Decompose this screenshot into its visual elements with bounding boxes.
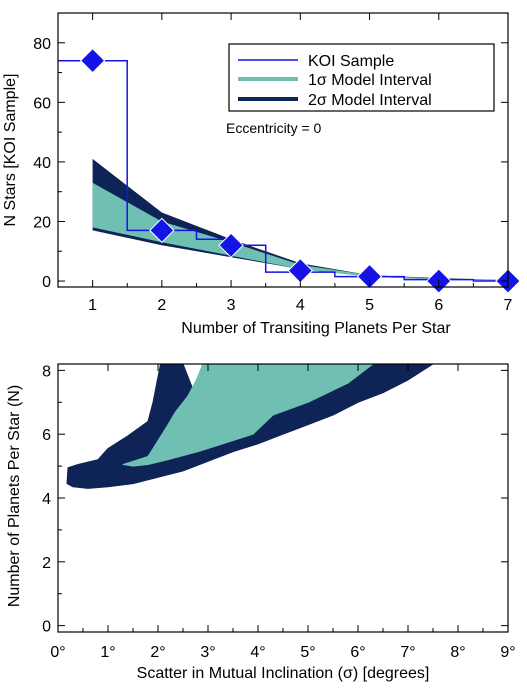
top-y-tick-label-0: 0 <box>42 274 51 291</box>
bottom-x-tick-label-6: 6° <box>350 644 365 661</box>
top-y-tick-label-80: 80 <box>33 36 51 53</box>
legend-koi-label: KOI Sample <box>308 53 394 70</box>
bottom-y-tick-label-6: 6 <box>42 427 51 444</box>
top-y-axis-label: N Stars [KOI Sample] <box>2 74 19 227</box>
top-x-tick-label-3: 3 <box>227 297 236 314</box>
top-legend: KOI Sample 1σ Model Interval 2σ Model In… <box>228 43 495 112</box>
top-x-tick-label-7: 7 <box>504 297 513 314</box>
legend-2sigma-label: 2σ Model Interval <box>308 92 432 109</box>
top-x-tick-label-6: 6 <box>434 297 443 314</box>
koi-marker-1 <box>79 47 106 74</box>
top-y-tick-label-60: 60 <box>33 95 51 112</box>
bottom-x-tick-label-3: 3° <box>200 644 215 661</box>
bottom-x-axis-label: Scatter in Mutual Inclination (σ) [degre… <box>137 665 430 682</box>
contour-1sigma <box>122 364 374 467</box>
bottom-x-tick-label-2: 2° <box>150 644 165 661</box>
legend-1sigma-label: 1σ Model Interval <box>308 72 432 89</box>
band-1sigma <box>92 182 508 281</box>
bottom-axis-ticks: 0° 1° 2° 3° 4° 5° 6° 7° 8° 9° 0 2 4 6 8 <box>42 363 516 661</box>
top-y-tick-label-20: 20 <box>33 214 51 231</box>
koi-marker-3 <box>218 232 244 259</box>
bottom-chart: 0° 1° 2° 3° 4° 5° 6° 7° 8° 9° 0 2 4 6 8 Scatter in Mut… <box>6 363 516 682</box>
top-y-tick-label-40: 40 <box>33 155 51 172</box>
koi-marker-2 <box>149 217 175 244</box>
bottom-x-tick-label-7: 7° <box>400 644 415 661</box>
bottom-y-tick-label-4: 4 <box>42 491 51 508</box>
koi-marker-5 <box>356 263 383 290</box>
bottom-x-tick-label-0: 0° <box>50 644 65 661</box>
top-x-axis-label: Number of Transiting Planets Per Star <box>181 320 451 337</box>
top-axis-ticks: 1 2 3 4 5 6 7 0 20 40 60 80 <box>33 12 513 314</box>
top-x-tick-label-2: 2 <box>157 297 166 314</box>
bottom-plot-area <box>66 364 434 489</box>
bottom-x-tick-label-8: 8° <box>450 644 465 661</box>
bottom-y-tick-label-2: 2 <box>42 555 51 572</box>
bottom-x-tick-label-9: 9° <box>500 644 515 661</box>
top-x-tick-label-5: 5 <box>365 297 374 314</box>
bottom-y-tick-label-8: 8 <box>42 363 51 380</box>
top-x-tick-label-1: 1 <box>88 297 97 314</box>
top-chart: 1 2 3 4 5 6 7 0 20 40 60 80 Number of Transiting Pl… <box>2 12 521 337</box>
bottom-x-tick-label-4: 4° <box>250 644 265 661</box>
eccentricity-annotation: Eccentricity = 0 <box>226 120 322 136</box>
bottom-y-tick-label-0: 0 <box>42 619 51 636</box>
top-x-tick-label-4: 4 <box>296 297 305 314</box>
bottom-region-group <box>66 364 434 489</box>
bottom-x-tick-label-5: 5° <box>300 644 315 661</box>
top-plot-frame <box>57 12 509 288</box>
bottom-y-axis-label: Number of Planets Per Star (N) <box>6 385 23 607</box>
bottom-x-tick-label-1: 1° <box>100 644 115 661</box>
band-2sigma <box>92 158 508 281</box>
